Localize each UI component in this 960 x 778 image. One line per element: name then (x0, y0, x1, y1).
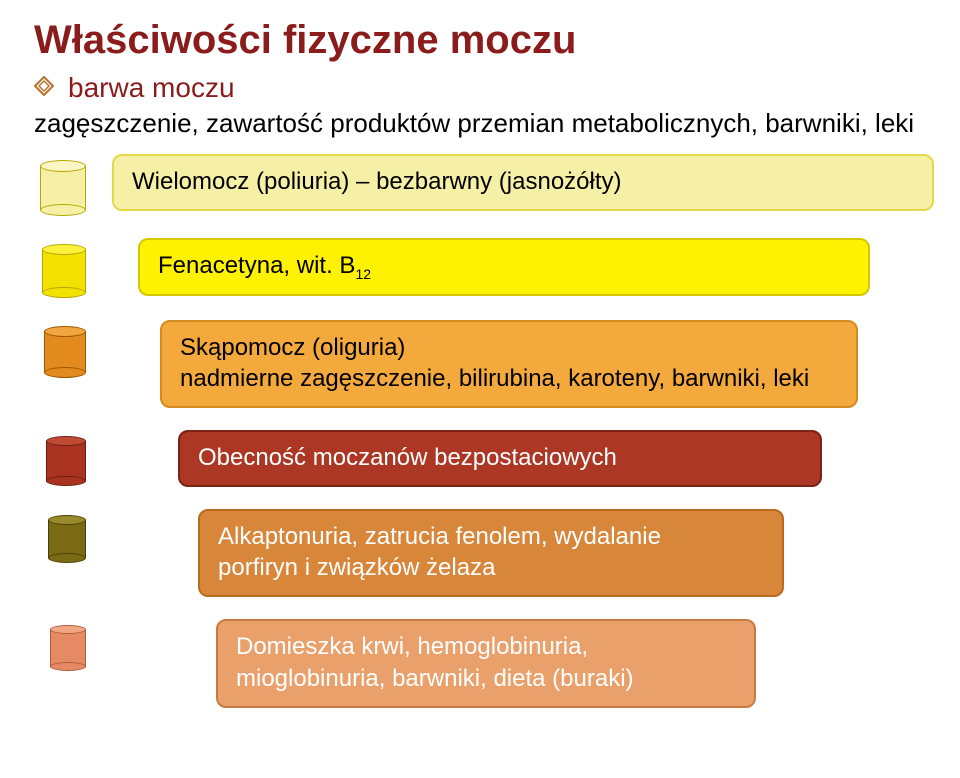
label-wrap: Obecność moczanów bezpostaciowych (112, 430, 960, 487)
swatch-col (0, 619, 112, 671)
label-olive-brown: Alkaptonuria, zatrucia fenolem, wydalani… (198, 509, 784, 597)
label-line1: Fenacetyna, wit. B12 (158, 252, 371, 279)
label-line2: mioglobinuria, barwniki, dieta (buraki) (236, 663, 736, 694)
label-pale-yellow: Wielomocz (poliuria) – bezbarwny (jasnoż… (112, 154, 934, 211)
cylinder-icon (50, 625, 86, 671)
subtitle-row: barwa moczu zagęszczenie, zawartość prod… (34, 69, 960, 140)
rows-container: Wielomocz (poliuria) – bezbarwny (jasnoż… (0, 154, 960, 708)
label-line1: Obecność moczanów bezpostaciowych (198, 444, 617, 471)
label-line1: Domieszka krwi, hemoglobinuria, (236, 633, 588, 660)
label-wrap: Domieszka krwi, hemoglobinuria, mioglobin… (112, 619, 960, 707)
label-salmon: Domieszka krwi, hemoglobinuria, mioglobin… (216, 619, 756, 707)
label-line1: Alkaptonuria, zatrucia fenolem, wydalani… (218, 523, 661, 550)
label-wrap: Fenacetyna, wit. B12 (112, 238, 960, 297)
swatch-col (0, 238, 112, 298)
slide-title: Właściwości fizyczne moczu (34, 18, 960, 63)
swatch-col (0, 430, 112, 486)
label-wrap: Alkaptonuria, zatrucia fenolem, wydalani… (112, 509, 960, 597)
label-line1: Skąpomocz (oliguria) (180, 334, 405, 361)
swatch-col (0, 320, 112, 378)
label-line2: nadmierne zagęszczenie, bilirubina, karo… (180, 363, 838, 394)
row-orange: Skąpomocz (oliguria)nadmierne zagęszczen… (0, 320, 960, 408)
row-olive-brown: Alkaptonuria, zatrucia fenolem, wydalani… (0, 509, 960, 597)
cylinder-icon (44, 326, 86, 378)
swatch-col (0, 509, 112, 563)
row-yellow: Fenacetyna, wit. B12 (0, 238, 960, 298)
diamond-bullet-icon (34, 69, 54, 104)
cylinder-icon (48, 515, 86, 563)
subtitle-desc: zagęszczenie, zawartość produktów przemi… (34, 107, 960, 140)
slide: Właściwości fizyczne moczu barwa moczu z… (0, 0, 960, 778)
label-wrap: Skąpomocz (oliguria)nadmierne zagęszczen… (112, 320, 960, 408)
label-yellow: Fenacetyna, wit. B12 (138, 238, 870, 297)
cylinder-icon (42, 244, 86, 298)
row-salmon: Domieszka krwi, hemoglobinuria, mioglobin… (0, 619, 960, 707)
row-brick-red: Obecność moczanów bezpostaciowych (0, 430, 960, 487)
swatch-col (0, 154, 112, 216)
label-wrap: Wielomocz (poliuria) – bezbarwny (jasnoż… (112, 154, 960, 211)
cylinder-icon (46, 436, 86, 486)
cylinder-icon (40, 160, 86, 216)
subtitle-main: barwa moczu (68, 72, 235, 103)
label-line2: porfiryn i związków żelaza (218, 552, 764, 583)
label-line1: Wielomocz (poliuria) – bezbarwny (jasnoż… (132, 168, 622, 195)
label-orange: Skąpomocz (oliguria)nadmierne zagęszczen… (160, 320, 858, 408)
label-brick-red: Obecność moczanów bezpostaciowych (178, 430, 822, 487)
row-pale-yellow: Wielomocz (poliuria) – bezbarwny (jasnoż… (0, 154, 960, 216)
